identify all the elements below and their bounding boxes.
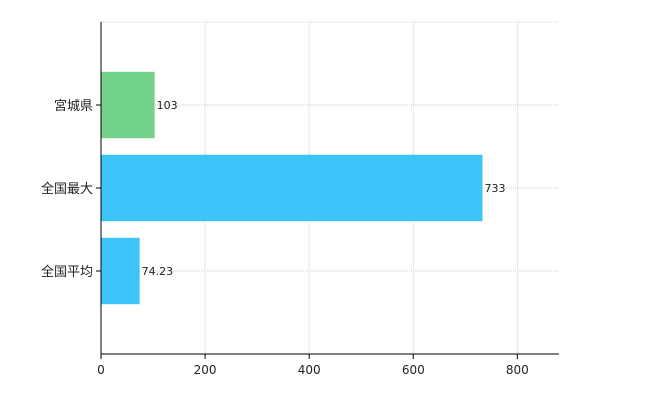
x-tick-label: 200 bbox=[194, 363, 217, 377]
bar bbox=[101, 71, 155, 139]
x-tick-label: 0 bbox=[97, 363, 105, 377]
data-label: 74.23 bbox=[142, 265, 174, 278]
data-label: 103 bbox=[157, 99, 178, 112]
labels: 0 200 400 600 800 宮城県 103 全国最大 733 全国平均 74.23 bbox=[41, 98, 529, 377]
category-label: 宮城県 bbox=[54, 98, 93, 114]
x-tick-label: 600 bbox=[402, 363, 425, 377]
bars bbox=[101, 71, 483, 305]
bar bbox=[101, 237, 140, 305]
category-label: 全国平均 bbox=[41, 264, 93, 280]
x-tick-label: 400 bbox=[298, 363, 321, 377]
bar bbox=[101, 154, 483, 222]
data-label: 733 bbox=[484, 182, 505, 195]
x-tick-label: 800 bbox=[506, 363, 529, 377]
category-label: 全国最大 bbox=[41, 181, 93, 197]
